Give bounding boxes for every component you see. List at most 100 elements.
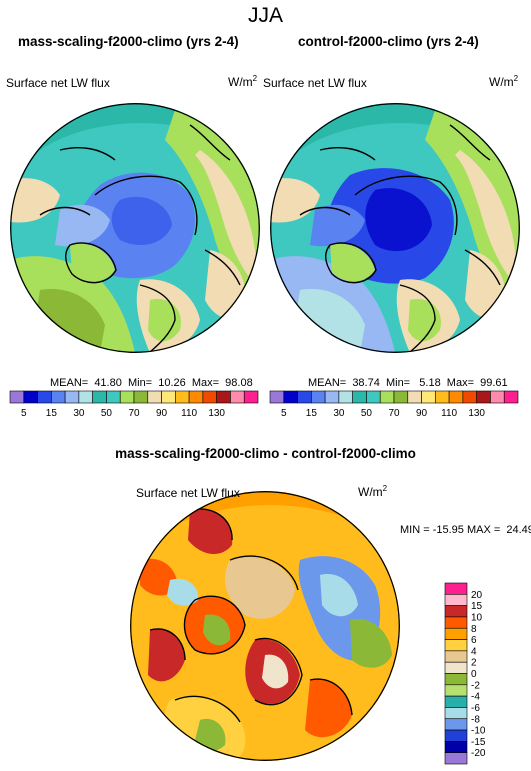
colorbar-swatch xyxy=(462,390,477,404)
colorbar-swatch xyxy=(106,390,121,404)
colorbar-swatch xyxy=(230,390,245,404)
colorbar-tick-label: 15 xyxy=(306,408,318,419)
colorbar-swatch xyxy=(133,390,149,404)
colorbar-swatch xyxy=(490,390,505,404)
colorbar-tick-label: 8 xyxy=(471,624,477,635)
colorbar-swatch xyxy=(78,390,93,404)
colorbar-tick-label: 30 xyxy=(333,408,345,419)
colorbar-tick-label: -20 xyxy=(471,748,486,759)
colorbar-tick-label: 15 xyxy=(46,408,58,419)
colorbar-swatch xyxy=(147,390,162,404)
colorbar-swatch xyxy=(379,390,395,404)
main-title: JJA xyxy=(247,4,283,27)
colorbar-tick-label: 130 xyxy=(208,408,225,419)
colorbar-swatch xyxy=(243,390,259,404)
colorbar-swatch xyxy=(503,390,519,404)
colorbar-swatch xyxy=(476,390,491,404)
colorbar-tick-label: 10 xyxy=(471,612,483,623)
colorbar-swatch xyxy=(444,695,468,708)
colorbar-swatch xyxy=(444,605,468,618)
colorbar-swatch xyxy=(311,390,326,404)
variable-label-right: Surface net LW flux xyxy=(263,76,367,90)
colorbar-swatch xyxy=(338,390,353,404)
colorbar-swatch xyxy=(444,707,468,720)
colorbar-tick-label: 110 xyxy=(441,408,457,419)
stats-left: MEAN= 41.80 Min= 10.26 Max= 98.08 xyxy=(50,377,253,389)
colorbar-tick-label: 20 xyxy=(471,590,483,601)
colorbar-swatch xyxy=(444,616,468,629)
colorbar-tick-label: -2 xyxy=(471,680,480,691)
variable-label-diff: Surface net LW flux xyxy=(136,486,240,500)
stats-diff: MIN = -15.95 MAX = 24.49 xyxy=(400,524,531,536)
colorbar-tick-label: 30 xyxy=(73,408,85,419)
colorbar-swatch xyxy=(444,741,468,753)
colorbar-swatch xyxy=(435,390,450,404)
colorbar-swatch xyxy=(444,684,468,697)
colorbar-swatch xyxy=(444,718,468,731)
colorbar-swatch xyxy=(23,390,38,404)
colorbar-tick-label: 6 xyxy=(471,635,477,646)
colorbar-swatch xyxy=(175,390,190,404)
polar-map-difference xyxy=(130,491,400,761)
colorbar-swatch xyxy=(366,390,381,404)
colorbar-swatch xyxy=(444,650,468,663)
colorbar-swatch xyxy=(352,390,367,404)
colorbar-tick-label: 5 xyxy=(21,408,27,419)
stats-right: MEAN= 38.74 Min= 5.18 Max= 99.61 xyxy=(308,377,508,389)
diff-title: mass-scaling-f2000-climo - control-f2000… xyxy=(115,446,416,461)
colorbar-swatch xyxy=(216,390,231,404)
colorbar-swatch xyxy=(444,729,468,742)
units-label-diff: W/m2 xyxy=(358,484,388,499)
colorbar-swatch xyxy=(393,390,409,404)
colorbar-tick-label: -6 xyxy=(471,703,480,714)
panel-title-right: control-f2000-climo (yrs 2-4) xyxy=(298,34,479,49)
colorbar-swatch xyxy=(444,752,468,765)
colorbar-swatch xyxy=(444,627,468,640)
colorbar-left: 5 15 30 50 70 90 110 130 xyxy=(9,390,259,419)
colorbar-tick-label: 70 xyxy=(128,408,140,419)
colorbar-swatch xyxy=(64,390,80,404)
units-label-left: W/m2 xyxy=(228,74,258,89)
colorbar-tick-label: -8 xyxy=(471,714,480,725)
variable-label-left: Surface net LW flux xyxy=(6,76,110,90)
colorbar-swatch xyxy=(297,390,312,404)
colorbar-swatch xyxy=(161,390,176,404)
colorbar-swatch xyxy=(51,390,66,404)
colorbar-swatch xyxy=(202,390,217,404)
colorbar-swatch xyxy=(37,390,52,404)
colorbar-swatch xyxy=(269,390,285,404)
colorbar-swatch xyxy=(9,390,25,404)
colorbar-swatch xyxy=(188,390,204,404)
colorbar-swatch xyxy=(448,390,464,404)
colorbar-swatch xyxy=(283,390,298,404)
colorbar-swatch xyxy=(119,390,135,404)
colorbar-tick-label: 5 xyxy=(281,408,287,419)
colorbar-tick-label: -15 xyxy=(471,737,486,748)
colorbar-tick-label: -4 xyxy=(471,692,480,703)
colorbar-tick-label: 2 xyxy=(471,658,477,669)
colorbar-tick-label: 110 xyxy=(181,408,197,419)
colorbar-tick-label: -10 xyxy=(471,726,486,737)
colorbar-swatch xyxy=(444,639,468,652)
colorbar-swatch xyxy=(324,390,340,404)
panel-title-left: mass-scaling-f2000-climo (yrs 2-4) xyxy=(18,34,239,49)
units-label-right: W/m2 xyxy=(489,74,519,89)
colorbar-swatch xyxy=(444,661,468,674)
colorbar-tick-label: 15 xyxy=(471,601,483,612)
colorbar-swatch xyxy=(444,582,468,595)
colorbar-tick-label: 50 xyxy=(101,408,113,419)
colorbar-tick-label: 130 xyxy=(468,408,485,419)
colorbar-swatch xyxy=(407,390,422,404)
colorbar-tick-label: 50 xyxy=(361,408,373,419)
colorbar-swatch xyxy=(444,594,468,606)
colorbar-tick-label: 70 xyxy=(388,408,400,419)
colorbar-swatch xyxy=(421,390,436,404)
colorbar-right: 5 15 30 50 70 90 110 130 xyxy=(269,390,519,419)
colorbar-tick-label: 4 xyxy=(471,646,477,657)
colorbar-swatch xyxy=(92,390,107,404)
colorbar-tick-label: 0 xyxy=(471,669,477,680)
colorbar-tick-label: 90 xyxy=(156,408,168,419)
polar-map-left xyxy=(10,103,260,353)
